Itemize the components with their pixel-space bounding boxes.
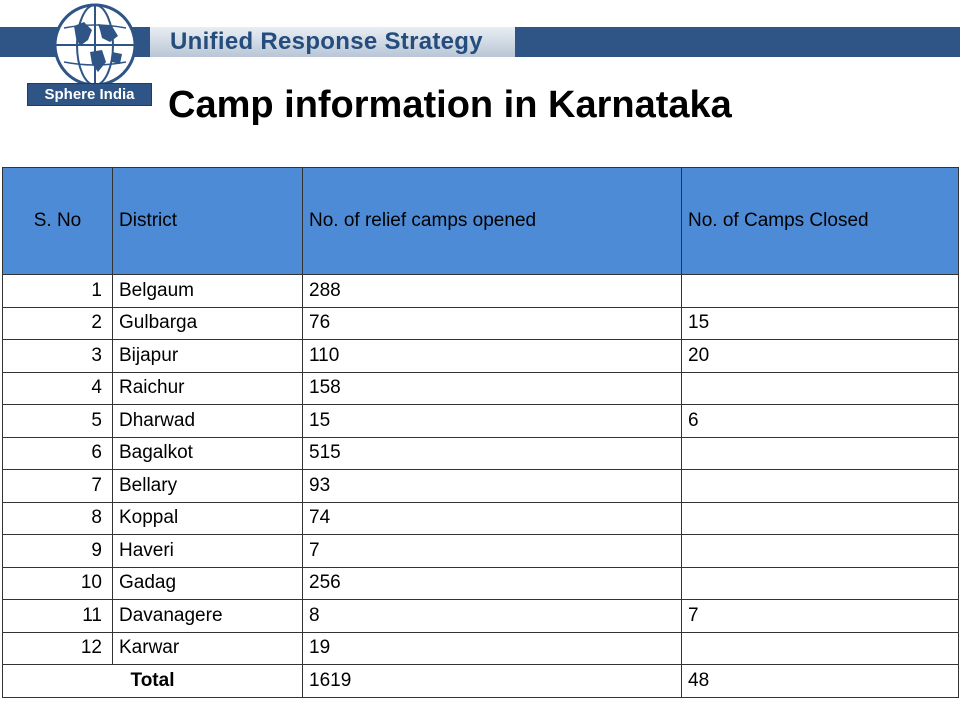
cell-opened: 515 bbox=[302, 436, 682, 470]
page-title: Camp information in Karnataka bbox=[168, 84, 732, 126]
cell-sno: 3 bbox=[2, 339, 113, 373]
table-row: 9 Haveri 7 bbox=[2, 534, 959, 568]
cell-closed bbox=[681, 534, 959, 568]
cell-district: Dharwad bbox=[112, 404, 303, 438]
cell-opened: 288 bbox=[302, 274, 682, 308]
cell-opened: 8 bbox=[302, 599, 682, 633]
cell-sno: 11 bbox=[2, 599, 113, 633]
table-row: 11 Davanagere 8 7 bbox=[2, 599, 959, 633]
cell-closed bbox=[681, 469, 959, 503]
cell-district: Karwar bbox=[112, 631, 303, 665]
camps-table: S. No District No. of relief camps opene… bbox=[2, 167, 959, 698]
cell-opened: 15 bbox=[302, 404, 682, 438]
cell-district: Davanagere bbox=[112, 599, 303, 633]
cell-opened: 110 bbox=[302, 339, 682, 373]
total-closed: 48 bbox=[681, 664, 959, 698]
column-header-sno: S. No bbox=[2, 167, 113, 275]
banner-text: Unified Response Strategy bbox=[170, 28, 483, 55]
table-row: 2 Gulbarga 76 15 bbox=[2, 306, 959, 340]
cell-sno: 8 bbox=[2, 501, 113, 535]
cell-closed: 7 bbox=[681, 599, 959, 633]
table-row: 6 Bagalkot 515 bbox=[2, 436, 959, 470]
cell-sno: 12 bbox=[2, 631, 113, 665]
cell-opened: 74 bbox=[302, 501, 682, 535]
cell-closed bbox=[681, 274, 959, 308]
cell-opened: 158 bbox=[302, 371, 682, 405]
globe-logo-icon bbox=[53, 3, 137, 87]
cell-district: Belgaum bbox=[112, 274, 303, 308]
column-header-opened: No. of relief camps opened bbox=[302, 167, 682, 275]
table-row: 10 Gadag 256 bbox=[2, 566, 959, 600]
table-row: 12 Karwar 19 bbox=[2, 631, 959, 665]
cell-closed bbox=[681, 631, 959, 665]
table-row: 1 Belgaum 288 bbox=[2, 274, 959, 308]
table-row: 7 Bellary 93 bbox=[2, 469, 959, 503]
cell-opened: 76 bbox=[302, 306, 682, 340]
cell-closed: 15 bbox=[681, 306, 959, 340]
cell-closed bbox=[681, 436, 959, 470]
cell-sno: 1 bbox=[2, 274, 113, 308]
table-row: 3 Bijapur 110 20 bbox=[2, 339, 959, 373]
cell-district: Gulbarga bbox=[112, 306, 303, 340]
cell-district: Koppal bbox=[112, 501, 303, 535]
cell-district: Bellary bbox=[112, 469, 303, 503]
cell-closed bbox=[681, 371, 959, 405]
cell-closed: 6 bbox=[681, 404, 959, 438]
cell-closed bbox=[681, 566, 959, 600]
table-header-row: S. No District No. of relief camps opene… bbox=[2, 167, 959, 275]
cell-closed: 20 bbox=[681, 339, 959, 373]
cell-district: Bagalkot bbox=[112, 436, 303, 470]
table-row: 8 Koppal 74 bbox=[2, 501, 959, 535]
cell-opened: 19 bbox=[302, 631, 682, 665]
cell-sno: 7 bbox=[2, 469, 113, 503]
total-row: Total 1619 48 bbox=[2, 664, 959, 698]
cell-district: Raichur bbox=[112, 371, 303, 405]
cell-district: Haveri bbox=[112, 534, 303, 568]
cell-sno: 2 bbox=[2, 306, 113, 340]
cell-opened: 93 bbox=[302, 469, 682, 503]
cell-opened: 7 bbox=[302, 534, 682, 568]
total-opened: 1619 bbox=[302, 664, 682, 698]
total-label: Total bbox=[2, 664, 303, 698]
cell-district: Bijapur bbox=[112, 339, 303, 373]
cell-sno: 9 bbox=[2, 534, 113, 568]
cell-sno: 5 bbox=[2, 404, 113, 438]
table-row: 5 Dharwad 15 6 bbox=[2, 404, 959, 438]
logo-name: Sphere India bbox=[27, 83, 152, 106]
cell-closed bbox=[681, 501, 959, 535]
table-row: 4 Raichur 158 bbox=[2, 371, 959, 405]
banner-label-box bbox=[150, 27, 517, 57]
cell-sno: 10 bbox=[2, 566, 113, 600]
cell-district: Gadag bbox=[112, 566, 303, 600]
column-header-closed: No. of Camps Closed bbox=[681, 167, 959, 275]
cell-opened: 256 bbox=[302, 566, 682, 600]
cell-sno: 4 bbox=[2, 371, 113, 405]
cell-sno: 6 bbox=[2, 436, 113, 470]
column-header-district: District bbox=[112, 167, 303, 275]
